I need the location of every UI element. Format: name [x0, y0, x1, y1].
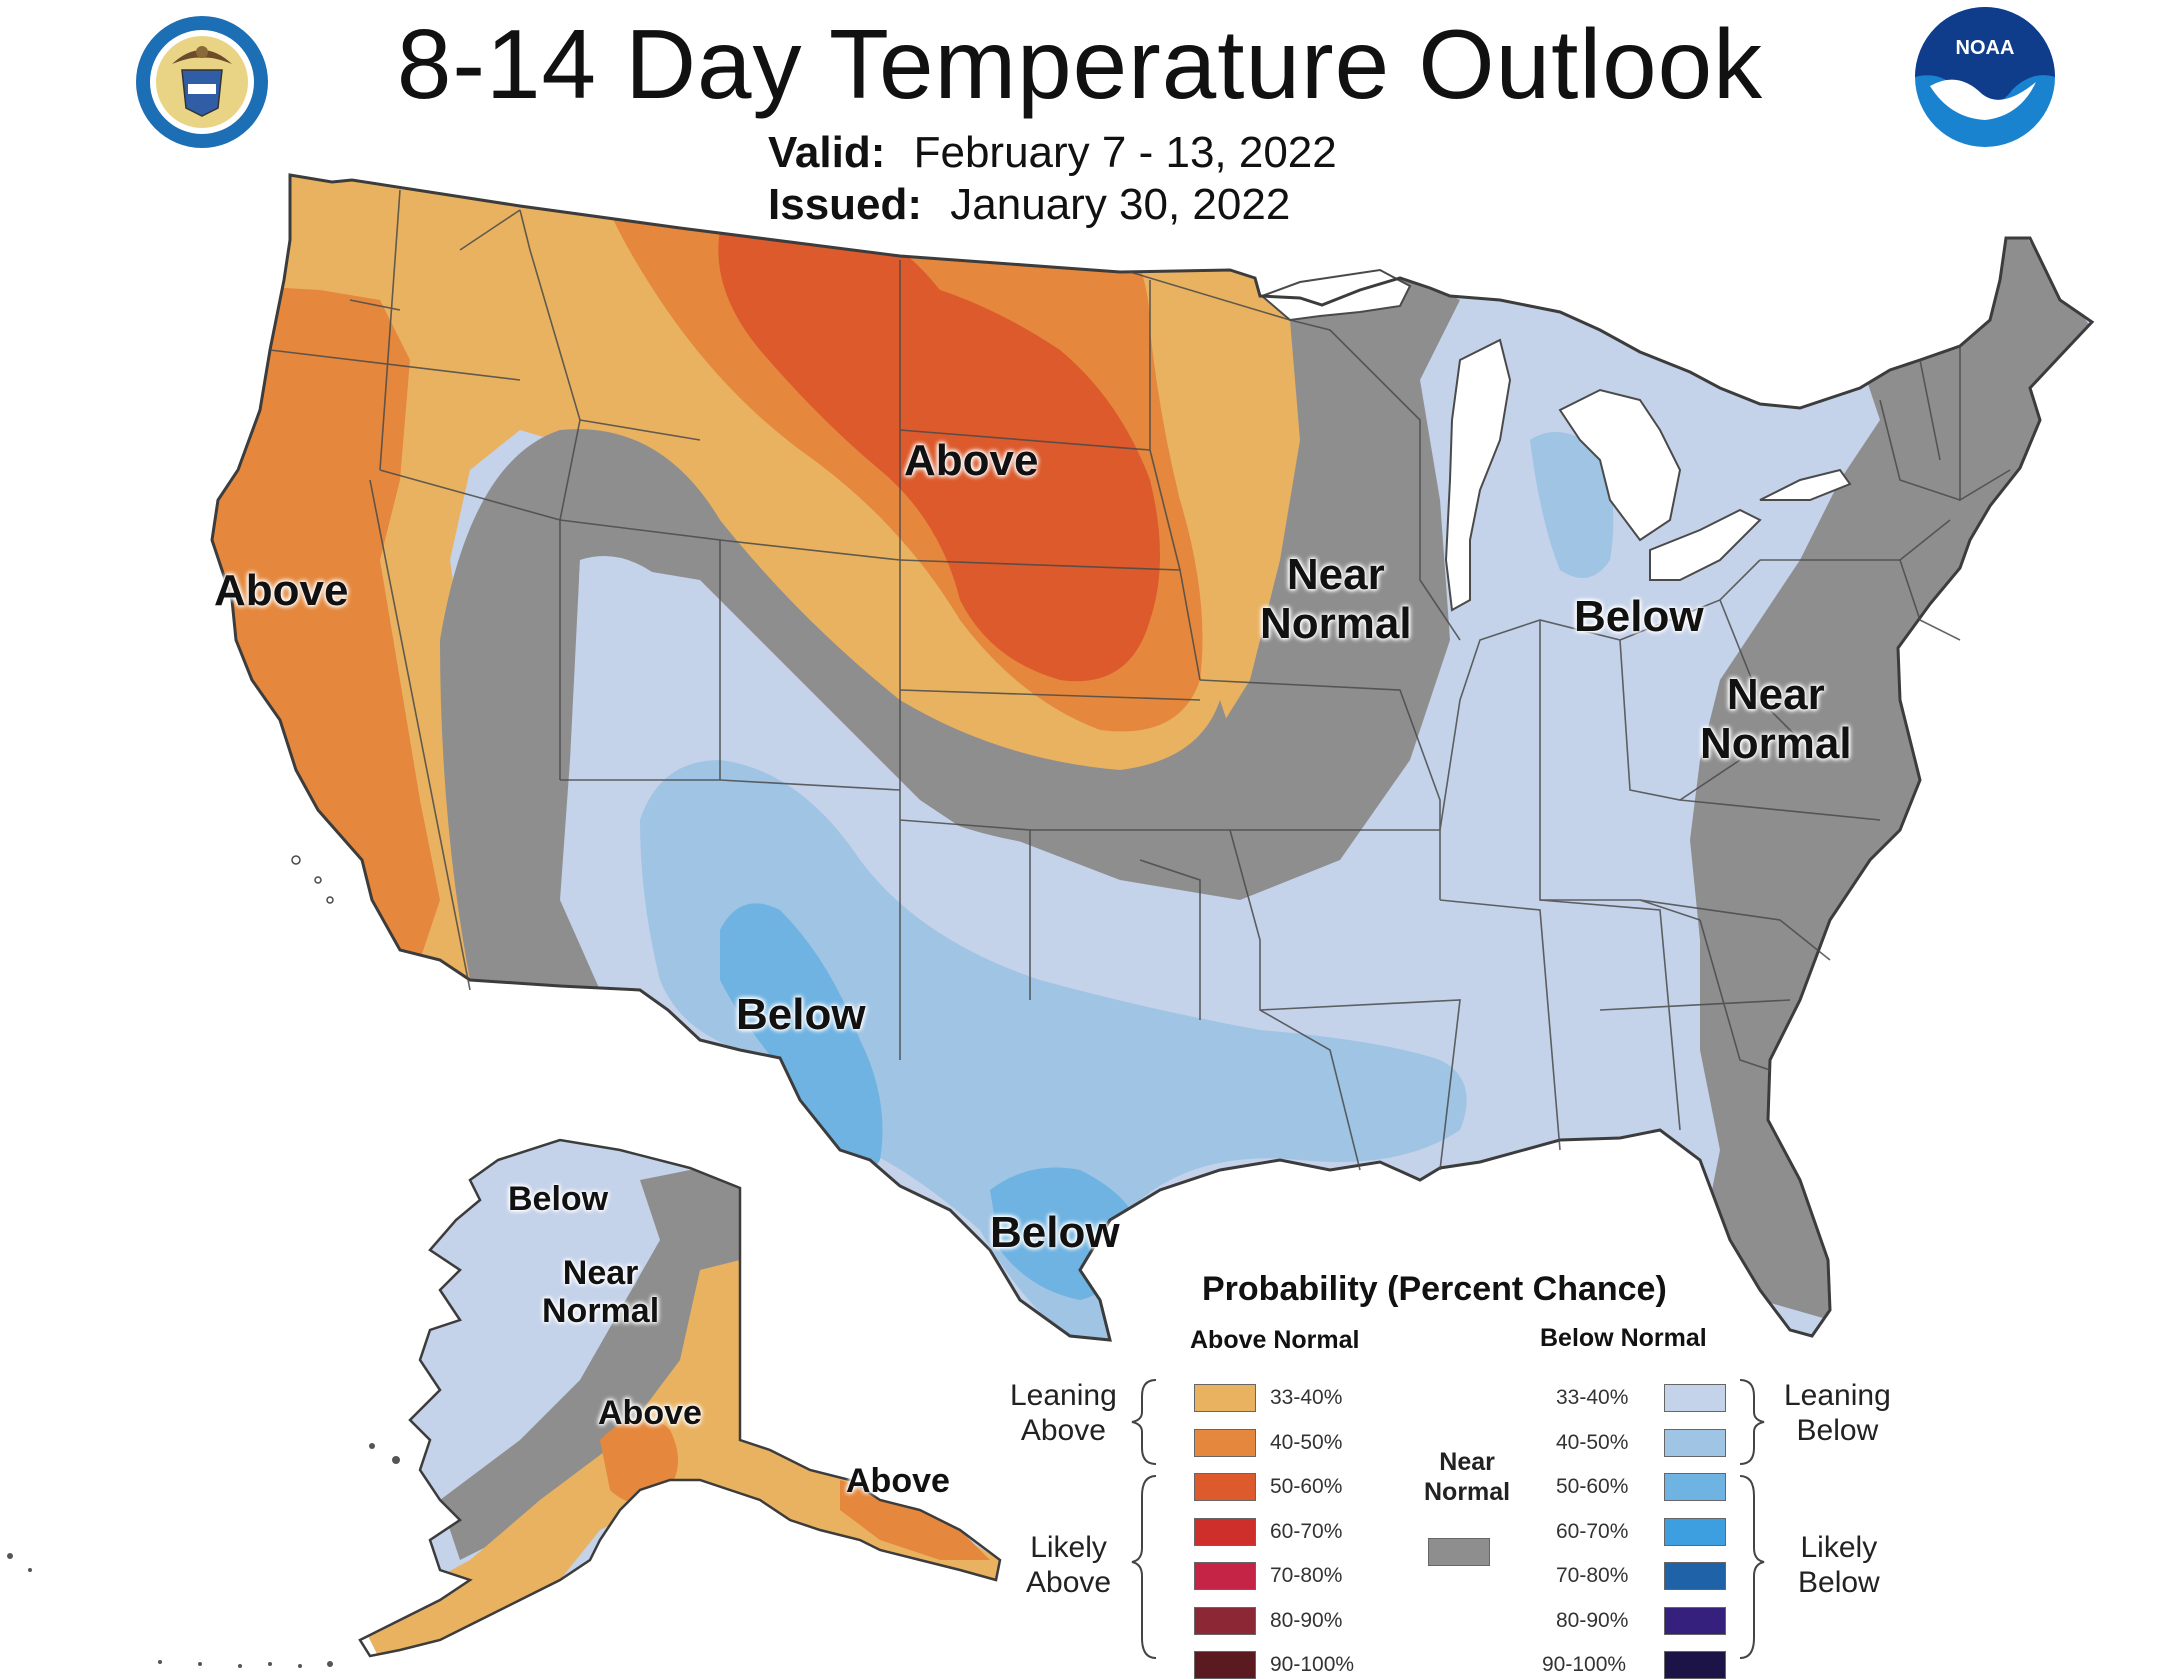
- zone-near-normal-interior: [440, 429, 1240, 980]
- ak-zone-near-normal: [440, 1160, 760, 1560]
- label-alaska-normal-word: Normal: [542, 1292, 660, 1331]
- issued-value: January 30, 2022: [950, 180, 1291, 229]
- legend-likely-above-word2: Above: [1026, 1566, 1112, 1600]
- label-alaska-panhandle-above: Above: [846, 1462, 950, 1500]
- ak-zone-above-40-50-panhandle: [840, 1480, 990, 1560]
- legend-swatch-above-5: [1194, 1562, 1256, 1590]
- coastal-islands: [291, 855, 334, 904]
- label-alaska-south-above: Above: [598, 1394, 702, 1432]
- label-midwest-near-normal: Near Normal: [1260, 550, 1412, 649]
- legend-likely-above-word1: Likely: [1030, 1531, 1107, 1564]
- label-alaska-north-below: Below: [508, 1180, 609, 1218]
- alaska-outline: [358, 1138, 1002, 1658]
- legend-above-heading: Above Normal: [1190, 1326, 1360, 1354]
- label-south-texas-below: Below: [990, 1208, 1120, 1257]
- zone-below-40-50-south: [640, 760, 1467, 1340]
- legend-above-pct-3: 50-60%: [1270, 1475, 1343, 1498]
- legend-swatch-below-4: [1664, 1517, 1726, 1546]
- issued-label: Issued:: [768, 180, 923, 229]
- legend-swatch-below-7: [1664, 1651, 1726, 1679]
- legend-above-pct-2: 40-50%: [1270, 1430, 1343, 1454]
- legend-near-normal-heading: Near Normal: [1424, 1448, 1510, 1507]
- legend-swatch-above-4: [1194, 1517, 1256, 1546]
- valid-line: Valid: February 7 - 13, 2022: [768, 128, 1337, 178]
- legend-normal-word: Normal: [1424, 1477, 1511, 1506]
- label-west-coast-above: Above: [214, 566, 349, 615]
- legend-swatch-above-1: [1194, 1384, 1256, 1412]
- legend-below-pct-6: 80-90%: [1556, 1608, 1629, 1632]
- label-northern-plains-above: Above: [904, 436, 1039, 485]
- legend-swatch-below-2: [1664, 1428, 1726, 1457]
- noaa-logo-icon: NOAA: [1915, 7, 2055, 147]
- legend-title: Probability (Percent Chance): [1202, 1270, 1667, 1308]
- conus-probability-zones: [212, 175, 2092, 1340]
- label-midwest-near-word: Near: [1286, 550, 1385, 599]
- label-east-near-word: Near: [1726, 670, 1825, 719]
- legend-swatch-above-6: [1194, 1606, 1256, 1635]
- label-alaska-near-word: Near: [562, 1254, 639, 1292]
- legend-leaning-below-word1: Leaning: [1784, 1379, 1891, 1412]
- legend-above-pct-5: 70-80%: [1270, 1564, 1343, 1587]
- legend-below-pct-3: 50-60%: [1556, 1475, 1629, 1498]
- valid-value: February 7 - 13, 2022: [913, 128, 1337, 177]
- valid-label: Valid:: [768, 128, 886, 177]
- state-boundaries: [269, 189, 2011, 1171]
- issued-line: Issued: January 30, 2022: [768, 180, 1290, 230]
- legend-swatch-above-3: [1194, 1473, 1256, 1501]
- legend-swatch-above-7: [1194, 1651, 1256, 1679]
- legend-above-pct-4: 60-70%: [1270, 1519, 1343, 1543]
- legend-above-pct-6: 80-90%: [1270, 1608, 1343, 1632]
- legend-swatch-below-1: [1664, 1384, 1726, 1412]
- label-ohio-valley-below: Below: [1574, 592, 1704, 641]
- page-title: 8-14 Day Temperature Outlook: [396, 9, 1764, 119]
- legend-leaning-above-word2: Above: [1020, 1414, 1106, 1448]
- legend-leaning-below: Leaning Below: [1784, 1378, 1891, 1449]
- legend-below-pct-1: 33-40%: [1556, 1386, 1629, 1409]
- legend-swatch-above-2: [1194, 1428, 1256, 1457]
- ak-zone-above-40-50: [600, 1417, 678, 1504]
- legend-likely-below-word1: Likely: [1800, 1531, 1878, 1564]
- legend-likely-below-word2: Below: [1798, 1566, 1880, 1600]
- zone-below-50-60-west-texas: [720, 903, 883, 1178]
- legend-likely-above: Likely Above: [1026, 1530, 1111, 1601]
- noaa-logo-text: NOAA: [1956, 37, 2015, 59]
- legend-braces-right: [1739, 1379, 1765, 1659]
- legend-above-pct-7: 90-100%: [1270, 1653, 1355, 1676]
- legend-below-pct-7: 90-100%: [1542, 1653, 1627, 1676]
- legend-below-pct-4: 60-70%: [1556, 1519, 1629, 1543]
- legend-leaning-below-word2: Below: [1796, 1414, 1879, 1448]
- legend-below-heading: Below Normal: [1540, 1324, 1707, 1352]
- legend-likely-below: Likely Below: [1798, 1530, 1880, 1601]
- legend-above-pct-1: 33-40%: [1270, 1386, 1343, 1409]
- label-midwest-normal-word: Normal: [1260, 599, 1412, 649]
- label-southwest-below: Below: [736, 990, 866, 1039]
- aleutian-islands: [7, 1443, 400, 1668]
- department-of-commerce-seal-icon: [136, 16, 268, 148]
- legend-below-pct-2: 40-50%: [1556, 1430, 1629, 1454]
- label-east-near-normal: Near Normal: [1700, 670, 1852, 769]
- legend-leaning-above: Leaning Above: [1010, 1378, 1117, 1449]
- legend-swatch-below-6: [1664, 1606, 1726, 1635]
- zone-below-40-50-michigan: [1530, 432, 1614, 578]
- conus-outline: [210, 173, 2095, 1342]
- zone-above-50-60: [718, 225, 1160, 682]
- label-east-normal-word: Normal: [1700, 719, 1852, 769]
- legend-leaning-above-word1: Leaning: [1010, 1379, 1117, 1412]
- great-lakes: [1260, 268, 1852, 612]
- legend-swatch-below-3: [1664, 1473, 1726, 1501]
- legend-near-word: Near: [1439, 1448, 1495, 1476]
- legend-below-pct-5: 70-80%: [1556, 1564, 1629, 1587]
- legend-swatch-below-5: [1664, 1562, 1726, 1590]
- legend-swatch-near-normal: [1428, 1538, 1490, 1566]
- legend-braces-left: [1131, 1379, 1157, 1659]
- label-alaska-near-normal: Near Normal: [542, 1254, 659, 1330]
